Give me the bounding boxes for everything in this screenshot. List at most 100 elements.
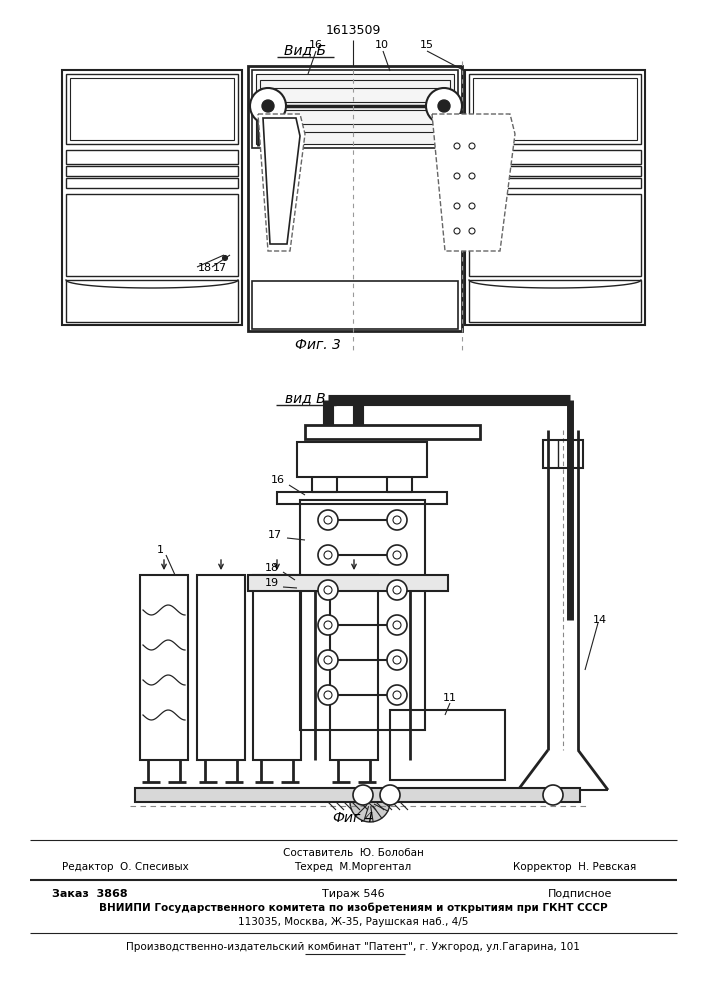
Bar [248, 66, 462, 331]
Text: 113035, Москва, Ж-35, Раушская наб., 4/5: 113035, Москва, Ж-35, Раушская наб., 4/5 [238, 917, 468, 927]
Circle shape [393, 656, 401, 664]
Bar [473, 78, 637, 140]
Text: 17: 17 [268, 530, 282, 540]
Circle shape [262, 100, 274, 112]
Circle shape [223, 255, 228, 260]
Circle shape [469, 143, 475, 149]
Text: Подписное: Подписное [548, 889, 612, 899]
Circle shape [454, 173, 460, 179]
Circle shape [318, 685, 338, 705]
Bar [256, 74, 454, 144]
Circle shape [318, 580, 338, 600]
Bar [253, 575, 301, 760]
Text: 16: 16 [309, 40, 323, 50]
Bar [465, 70, 645, 325]
Circle shape [318, 510, 338, 530]
Polygon shape [258, 114, 305, 251]
Text: 11: 11 [443, 693, 457, 703]
Circle shape [387, 545, 407, 565]
Bar [469, 178, 641, 188]
Bar [543, 440, 583, 468]
Circle shape [324, 656, 332, 664]
Circle shape [324, 516, 332, 524]
Circle shape [454, 203, 460, 209]
Circle shape [393, 691, 401, 699]
Circle shape [324, 691, 332, 699]
Bar [66, 74, 238, 144]
Bar [248, 575, 448, 591]
Bar [66, 194, 238, 276]
Text: 16: 16 [271, 475, 285, 485]
Bar [305, 425, 480, 439]
Circle shape [393, 516, 401, 524]
Bar [469, 150, 641, 164]
Text: 1: 1 [156, 545, 163, 555]
Circle shape [469, 228, 475, 234]
Text: Заказ  3868: Заказ 3868 [52, 889, 128, 899]
Text: 18: 18 [198, 263, 212, 273]
Bar [66, 280, 238, 322]
Text: Фиг. 3: Фиг. 3 [295, 338, 341, 352]
Circle shape [387, 580, 407, 600]
Text: 15: 15 [420, 40, 434, 50]
Bar [297, 442, 427, 477]
Text: Вид Б: Вид Б [284, 43, 326, 57]
Text: вид В: вид В [285, 391, 325, 405]
Bar [260, 102, 450, 110]
Circle shape [393, 586, 401, 594]
Polygon shape [350, 802, 390, 822]
Bar [260, 80, 450, 88]
Circle shape [324, 586, 332, 594]
Bar [469, 74, 641, 144]
Text: 19: 19 [265, 578, 279, 588]
Circle shape [469, 203, 475, 209]
Circle shape [387, 615, 407, 635]
Circle shape [454, 143, 460, 149]
Bar [252, 281, 458, 329]
Bar [62, 70, 242, 325]
Text: Фиг.4: Фиг.4 [332, 811, 374, 825]
Circle shape [324, 621, 332, 629]
Bar [66, 166, 238, 176]
Circle shape [426, 88, 462, 124]
Bar [469, 194, 641, 276]
Polygon shape [263, 118, 300, 244]
Bar [469, 280, 641, 322]
Circle shape [380, 785, 400, 805]
Text: Составитель  Ю. Болобан: Составитель Ю. Болобан [283, 848, 423, 858]
Bar [135, 788, 580, 802]
Text: Тираж 546: Тираж 546 [322, 889, 385, 899]
Circle shape [438, 100, 450, 112]
Text: 10: 10 [375, 40, 389, 50]
Circle shape [393, 551, 401, 559]
Circle shape [318, 545, 338, 565]
Circle shape [387, 685, 407, 705]
Bar [70, 78, 234, 140]
Bar [469, 166, 641, 176]
Circle shape [324, 551, 332, 559]
Circle shape [318, 615, 338, 635]
Bar [260, 124, 450, 132]
Bar [300, 500, 425, 730]
Bar [197, 575, 245, 760]
Circle shape [469, 173, 475, 179]
Bar [390, 710, 505, 780]
Circle shape [353, 785, 373, 805]
Circle shape [393, 621, 401, 629]
Text: 18: 18 [265, 563, 279, 573]
Bar [277, 492, 447, 504]
Circle shape [543, 785, 563, 805]
Circle shape [454, 228, 460, 234]
Text: 17: 17 [213, 263, 227, 273]
Text: Производственно-издательский комбинат "Патент", г. Ужгород, ул.Гагарина, 101: Производственно-издательский комбинат "П… [126, 942, 580, 952]
Circle shape [318, 650, 338, 670]
Bar [66, 150, 238, 164]
Text: ВНИИПИ Государственного комитета по изобретениям и открытиям при ГКНТ СССР: ВНИИПИ Государственного комитета по изоб… [99, 903, 607, 913]
Text: Редактор  О. Спесивых: Редактор О. Спесивых [62, 862, 188, 872]
Circle shape [387, 650, 407, 670]
Text: Техред  М.Моргентал: Техред М.Моргентал [294, 862, 411, 872]
Bar [330, 575, 378, 760]
Bar [140, 575, 188, 760]
Circle shape [387, 510, 407, 530]
Circle shape [250, 88, 286, 124]
